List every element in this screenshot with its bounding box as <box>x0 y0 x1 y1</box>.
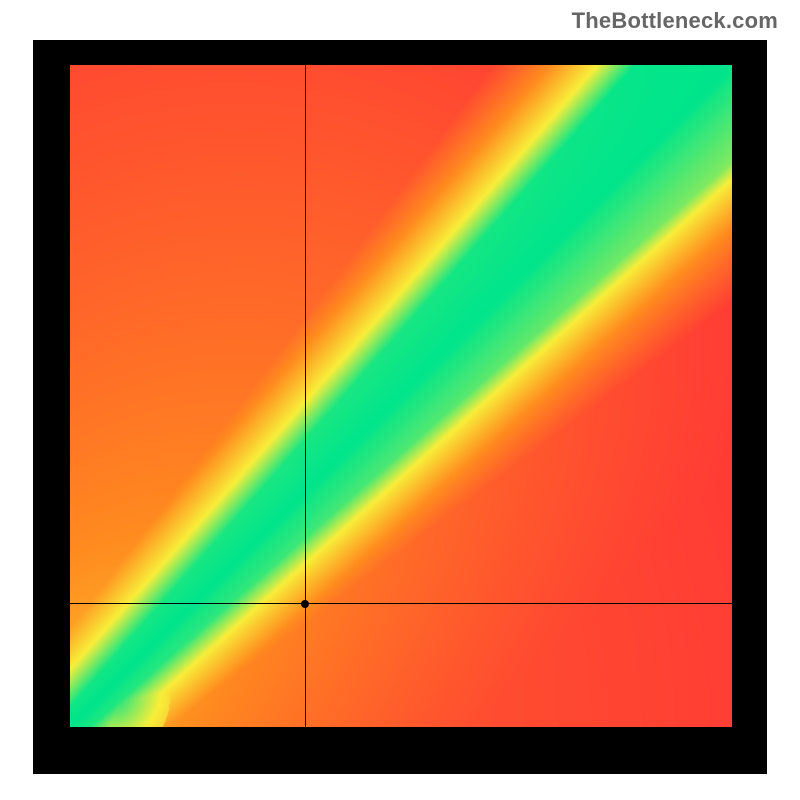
crosshair-vertical <box>305 65 306 727</box>
figure-container: TheBottleneck.com <box>0 0 800 800</box>
crosshair-horizontal <box>70 603 732 604</box>
watermark-text: TheBottleneck.com <box>572 8 778 34</box>
plot-border <box>33 40 767 774</box>
bottleneck-heatmap <box>70 65 732 727</box>
